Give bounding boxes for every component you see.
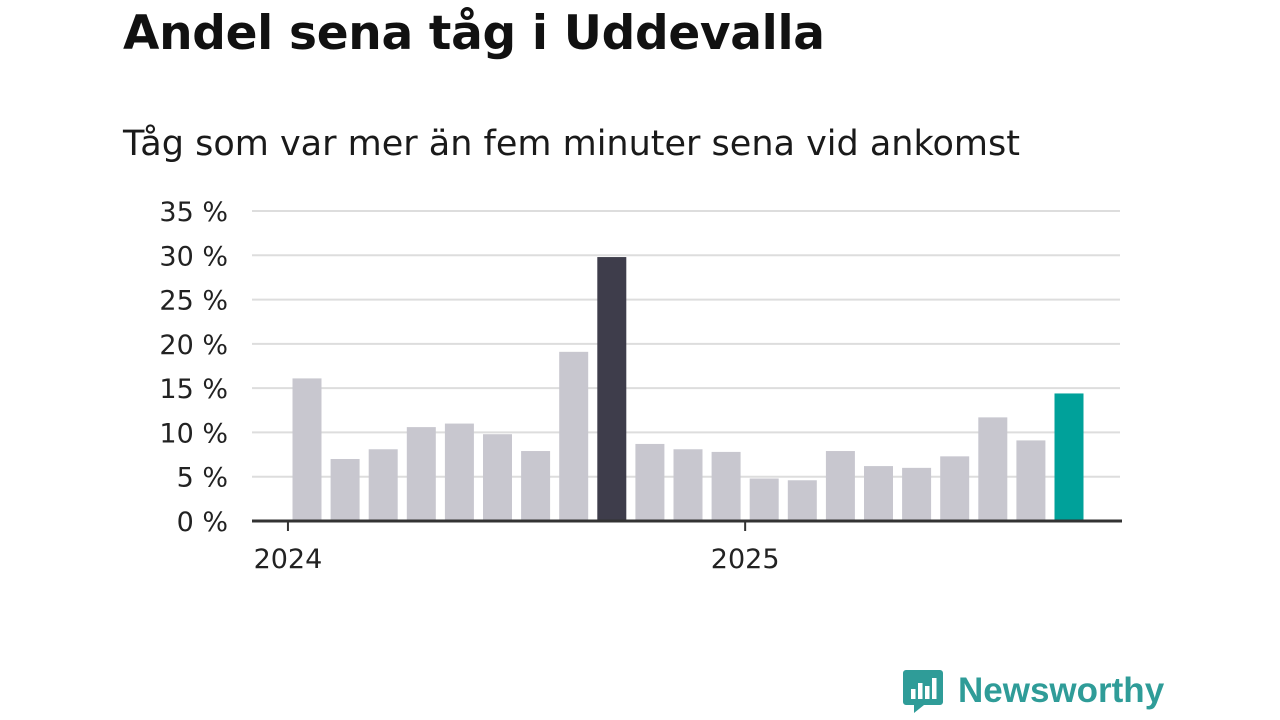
bar [368, 449, 398, 521]
newsworthy-logo-icon [903, 670, 943, 713]
chart-subtitle: Tåg som var mer än fem minuter sena vid … [123, 124, 1020, 164]
x-axis: 2024 2025 [252, 519, 1122, 575]
bar [787, 480, 817, 521]
bar [825, 451, 855, 521]
y-axis-ticks: 0 % 5 % 10 % 15 % 20 % 25 % 30 % 35 % [159, 197, 228, 538]
bar [864, 466, 893, 521]
y-tick-label: 25 % [159, 286, 228, 317]
y-tick-label: 10 % [159, 418, 228, 449]
brand-logo: Newsworthy [902, 668, 1164, 714]
y-tick-label: 35 % [159, 197, 228, 228]
bar [559, 351, 589, 521]
brand-name: Newsworthy [958, 671, 1165, 710]
bar [597, 257, 627, 521]
bar [673, 449, 703, 521]
bar [521, 451, 551, 521]
bar [1016, 440, 1046, 521]
chart-title: Andel sena tåg i Uddevalla [123, 6, 825, 61]
bars [292, 257, 1084, 521]
bar [444, 423, 474, 521]
y-tick-label: 0 % [177, 507, 228, 538]
bar [940, 456, 970, 521]
bar [1054, 393, 1084, 521]
x-tick-label: 2024 [254, 544, 323, 575]
x-tick-label: 2025 [711, 544, 780, 575]
y-tick-label: 5 % [177, 463, 228, 494]
bar [711, 451, 741, 521]
bar [635, 443, 665, 521]
bar [292, 378, 322, 521]
bar [749, 478, 779, 521]
bar [406, 427, 436, 521]
bar [978, 417, 1008, 521]
bar [902, 467, 932, 521]
y-tick-label: 30 % [159, 241, 228, 272]
bar [330, 459, 360, 521]
y-tick-label: 20 % [159, 330, 228, 361]
y-tick-label: 15 % [159, 374, 228, 405]
bar [483, 434, 512, 521]
